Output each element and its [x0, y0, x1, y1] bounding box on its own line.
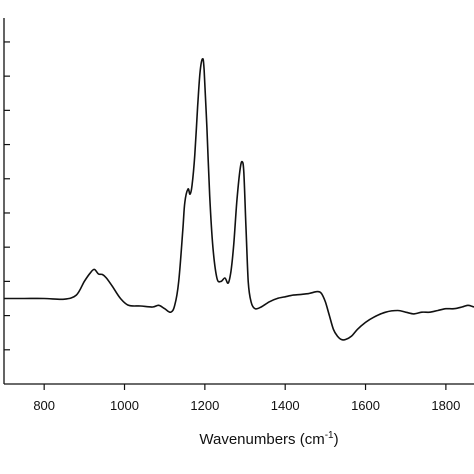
y-ticks: [4, 41, 10, 351]
plot-area: 800 1000 1200 1400 1600 1800: [3, 18, 474, 413]
x-tick-labels: 800 1000 1200 1400 1600 1800: [33, 398, 460, 413]
x-ticks: [43, 384, 447, 390]
x-tick-label: 1000: [110, 398, 139, 413]
series-line: [3, 57, 474, 341]
x-tick-label: 1200: [190, 398, 219, 413]
x-tick-label: 800: [33, 398, 55, 413]
x-axis-title: Wavenumbers (cm-1): [199, 430, 338, 448]
x-axis-title-suffix: ): [334, 431, 339, 448]
x-axis-title-superscript: -1: [325, 430, 334, 441]
x-tick-label: 1600: [351, 398, 380, 413]
x-tick-label: 1800: [431, 398, 460, 413]
x-axis-title-text: Wavenumbers (cm: [199, 431, 324, 448]
x-tick-label: 1400: [271, 398, 300, 413]
